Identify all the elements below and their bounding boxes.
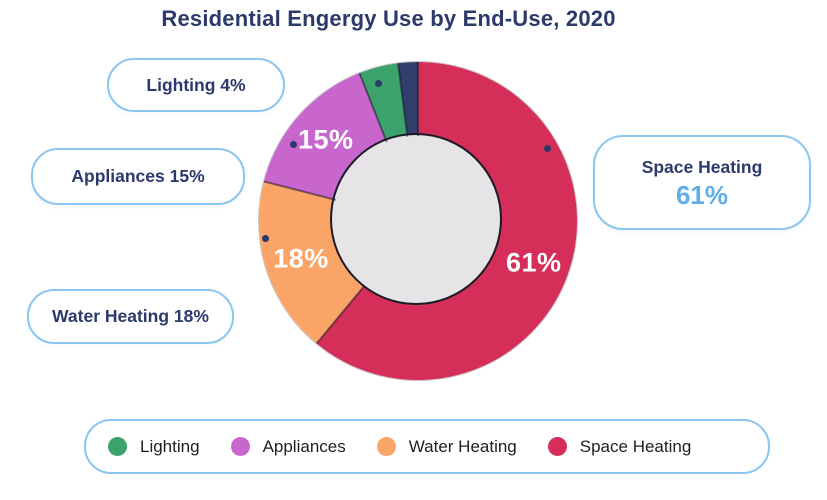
legend-dot-space-heating-icon (547, 437, 567, 456)
callout-water-heating: Water Heating 18% (27, 289, 234, 344)
legend-label-space-heating: Space Heating (579, 436, 692, 456)
legend-item-space-heating: Space Heating (547, 436, 692, 457)
slice-inside-label: 15% (297, 124, 354, 155)
legend-label-lighting: Lighting (140, 436, 200, 456)
slice-inside-label: 61% (505, 247, 562, 278)
leader-dot-water-heating (261, 234, 269, 242)
legend-label-appliances: Appliances (262, 436, 346, 456)
legend-label-water-heating: Water Heating (408, 436, 517, 456)
callout-lighting-text: Lighting 4% (146, 74, 246, 95)
donut-chart: 61% 18% 15% (259, 62, 577, 380)
callout-appliances: Appliances 15% (31, 148, 245, 205)
slice-separator (417, 62, 419, 136)
slice-inside-label: 18% (273, 243, 329, 274)
leader-dot-appliances (289, 140, 297, 148)
chart-title: Residential Engergy Use by End-Use, 2020 (161, 6, 616, 31)
callout-appliances-text: Appliances 15% (71, 166, 205, 186)
legend-item-lighting: Lighting (108, 437, 200, 457)
legend-dot-lighting-icon (108, 437, 127, 456)
legend-item-appliances: Appliances (230, 436, 346, 457)
legend-dot-appliances-icon (230, 437, 250, 456)
callout-water-heating-text: Water Heating 18% (52, 306, 209, 326)
donut-hole (330, 133, 502, 305)
callout-space-heating: Space Heating 61% (593, 135, 811, 230)
leader-dot-space-heating (543, 144, 551, 152)
legend-dot-water-heating-icon (376, 437, 396, 456)
legend-item-water-heating: Water Heating (376, 436, 517, 457)
callout-space-heating-label: Space Heating (641, 157, 763, 177)
callout-space-heating-value: 61% (675, 180, 729, 210)
legend: Lighting Appliances Water Heating Space … (84, 419, 770, 474)
callout-lighting: Lighting 4% (107, 58, 285, 112)
leader-dot-lighting (374, 79, 382, 87)
